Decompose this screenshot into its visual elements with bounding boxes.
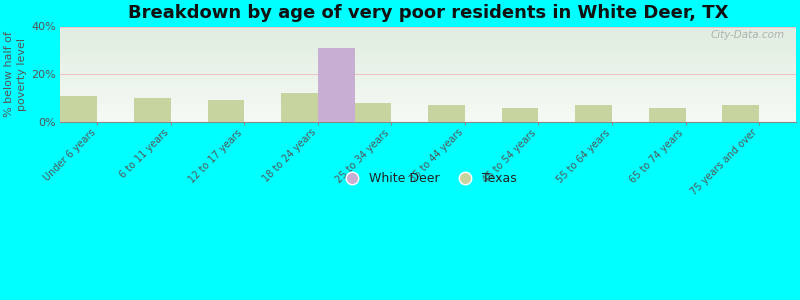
Y-axis label: % below half of
poverty level: % below half of poverty level bbox=[4, 31, 27, 117]
Bar bbox=[502, 108, 538, 122]
Bar bbox=[134, 98, 170, 122]
Bar bbox=[61, 96, 98, 122]
Bar bbox=[575, 105, 612, 122]
Bar bbox=[281, 93, 318, 122]
Bar bbox=[318, 48, 354, 122]
Bar bbox=[722, 105, 759, 122]
Legend: White Deer, Texas: White Deer, Texas bbox=[334, 167, 522, 190]
Bar bbox=[354, 103, 391, 122]
Title: Breakdown by age of very poor residents in White Deer, TX: Breakdown by age of very poor residents … bbox=[128, 4, 728, 22]
Bar bbox=[207, 100, 244, 122]
Text: City-Data.com: City-Data.com bbox=[710, 30, 785, 40]
Bar bbox=[428, 105, 465, 122]
Bar bbox=[649, 108, 686, 122]
